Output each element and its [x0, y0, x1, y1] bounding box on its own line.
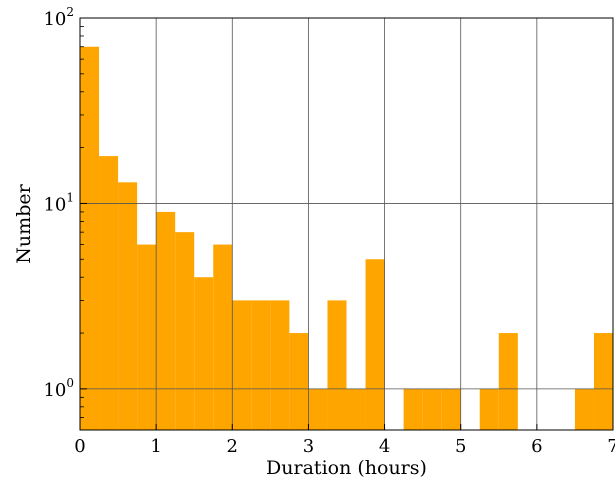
histogram-bar — [422, 388, 442, 430]
x-tick-label: 1 — [150, 436, 161, 457]
histogram-bar — [403, 388, 423, 430]
x-tick-label: 2 — [227, 436, 238, 457]
x-tick-label: 4 — [379, 436, 390, 457]
y-ticks-group: 100 101 102 — [43, 5, 87, 431]
histogram-bar — [574, 388, 594, 430]
x-ticks-group: 0 1 2 3 4 5 6 7 — [74, 424, 615, 457]
histogram-bar — [289, 333, 309, 430]
grid-group — [80, 18, 613, 430]
histogram-bar — [118, 182, 138, 430]
histogram-bar — [194, 277, 214, 430]
y-tick-label: 102 — [43, 5, 74, 30]
histogram-bar — [213, 244, 233, 430]
histogram-bar — [99, 156, 119, 430]
y-tick-label: 100 — [43, 376, 74, 401]
y-tick-label: 101 — [43, 190, 74, 215]
histogram-bar — [441, 388, 461, 430]
x-tick-label: 3 — [303, 436, 314, 457]
x-tick-label: 7 — [607, 436, 615, 457]
histogram-bar — [346, 388, 366, 430]
x-tick-label: 0 — [74, 436, 85, 457]
histogram-bar — [308, 388, 328, 430]
histogram-bar — [251, 300, 271, 430]
histogram-bar — [593, 333, 613, 430]
histogram-bar — [327, 300, 347, 430]
x-tick-label: 5 — [455, 436, 466, 457]
histogram-bar — [232, 300, 252, 430]
histogram-bar — [175, 232, 195, 430]
y-axis-label: Number — [13, 183, 35, 263]
bars-group — [80, 46, 613, 430]
x-axis-label: Duration (hours) — [266, 457, 427, 479]
histogram-bar — [479, 388, 499, 430]
histogram-bar — [270, 300, 290, 430]
histogram-bar — [80, 46, 100, 430]
histogram-bar — [365, 259, 385, 430]
histogram-bar — [137, 244, 157, 430]
histogram-bar — [156, 211, 176, 430]
plot-frame — [79, 17, 614, 431]
histogram-bar — [498, 333, 518, 430]
x-tick-label: 6 — [531, 436, 542, 457]
